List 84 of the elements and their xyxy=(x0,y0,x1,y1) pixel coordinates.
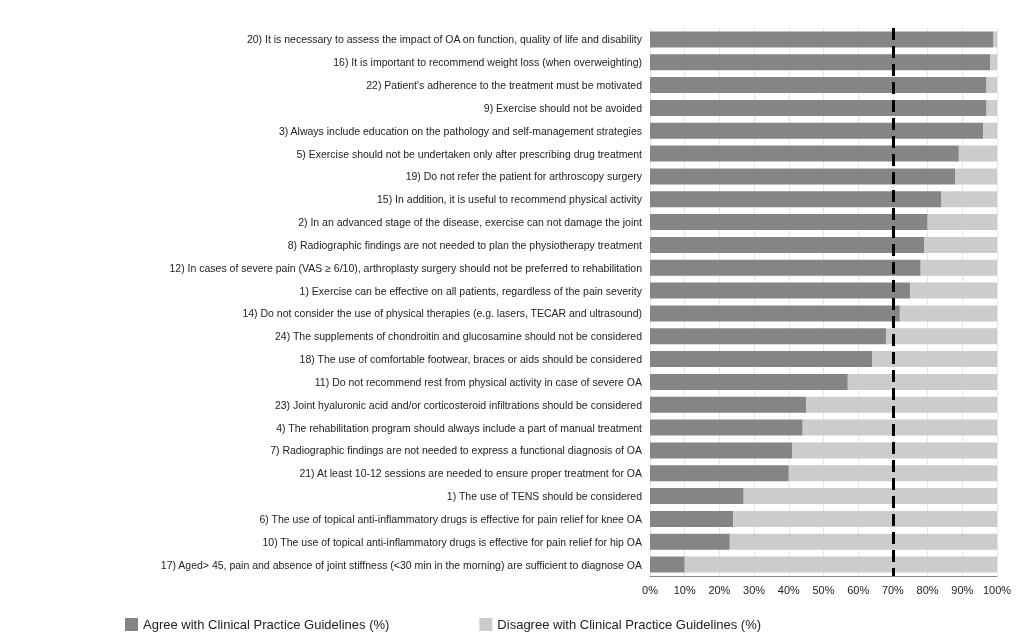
bar xyxy=(986,99,997,116)
y-tick-label: 19) Do not refer the patient for arthroscopy surgery xyxy=(405,170,643,183)
y-tick-label: 11) Do not recommend rest from physical activity in case of severe OA xyxy=(314,375,642,388)
bar xyxy=(650,328,886,345)
y-tick-label: 22) Patient's adherence to the treatment must be motivated xyxy=(366,79,643,92)
bar xyxy=(872,351,997,368)
bar xyxy=(802,419,997,436)
y-tick-label: 5) Exercise should not be undertaken only after prescribing drug treatment xyxy=(296,147,643,160)
bar xyxy=(650,77,987,94)
y-tick-label: 9) Exercise should not be avoided xyxy=(483,101,643,114)
y-tick-label: 1) Exercise can be effective on all patients, regardless of the pain severity xyxy=(299,284,643,297)
bar xyxy=(650,214,928,231)
bar xyxy=(650,442,793,459)
bar xyxy=(650,259,921,276)
bar xyxy=(910,282,997,299)
y-tick-label: 16) It is important to recommend weight loss (when overweighting) xyxy=(333,56,642,69)
x-tick-label: 100% xyxy=(982,583,1012,596)
bar xyxy=(899,305,997,322)
y-tick-label: 21) At least 10-12 sessions are needed to ensure proper treatment for OA xyxy=(299,467,642,480)
bar xyxy=(650,419,803,436)
y-tick-label: 1) The use of TENS should be considered xyxy=(446,490,643,503)
bar xyxy=(955,168,997,185)
bar xyxy=(792,442,997,459)
bar xyxy=(990,54,997,71)
bar xyxy=(650,556,685,573)
bar xyxy=(847,373,997,390)
bar xyxy=(650,533,730,550)
x-tick-label: 40% xyxy=(777,583,801,596)
bar xyxy=(983,122,997,139)
bar xyxy=(941,191,997,208)
bar xyxy=(650,305,900,322)
y-tick-label: 17) Aged> 45, pain and absence of joint stiffness (<30 min in the morning) are sufficient to diagnose OA xyxy=(160,558,642,571)
y-tick-label: 3) Always include education on the pathology and self-management strategies xyxy=(278,124,642,137)
x-tick-label: 50% xyxy=(812,583,835,596)
y-tick-label: 18) The use of comfortable footwear, braces or aids should be considered xyxy=(299,353,643,366)
bar xyxy=(885,328,997,345)
bar xyxy=(927,214,997,231)
bar xyxy=(650,54,991,71)
bar xyxy=(650,465,789,482)
bar xyxy=(650,510,734,527)
bar xyxy=(986,77,997,94)
x-tick-label: 70% xyxy=(881,583,905,596)
y-tick-label: 24) The supplements of chondroitin and glucosamine should not be considered xyxy=(275,330,643,343)
bar xyxy=(650,122,984,139)
x-tick-label: 90% xyxy=(951,583,974,596)
x-tick-label: 10% xyxy=(673,583,696,596)
x-tick-label: 0% xyxy=(642,583,659,596)
legend-label: Disagree with Clinical Practice Guidelines (%) xyxy=(497,617,762,632)
y-tick-label: 4) The rehabilitation program should always include a part of manual treatment xyxy=(276,421,643,434)
bar xyxy=(650,373,848,390)
y-tick-label: 14) Do not consider the use of physical therapies (e.g. lasers, TECAR and ultrasound) xyxy=(242,307,642,320)
y-tick-label: 2) In an advanced stage of the disease, exercise can not damage the joint xyxy=(298,216,643,229)
bar xyxy=(733,510,997,527)
bar xyxy=(684,556,997,573)
bar xyxy=(650,236,925,253)
bar xyxy=(958,145,997,162)
y-tick-label: 8) Radiographic findings are not needed to plan the physiotherapy treatment xyxy=(287,238,643,251)
y-tick-label: 10) The use of topical anti-inflammatory drugs is effective for pain relief for hip OA xyxy=(262,535,642,548)
bar xyxy=(650,191,942,208)
y-tick-label: 12) In cases of severe pain (VAS ≥ 6/10), arthroplasty surgery should not be preferred to rehabilitation xyxy=(169,261,643,274)
x-tick-label: 60% xyxy=(847,583,870,596)
bar xyxy=(650,396,807,413)
bar xyxy=(920,259,997,276)
bar xyxy=(924,236,997,253)
bar xyxy=(788,465,997,482)
bar xyxy=(806,396,997,413)
bar xyxy=(743,488,997,505)
y-tick-label: 6) The use of topical anti-inflammatory drugs is effective for pain relief for knee OA xyxy=(259,512,642,525)
x-tick-label: 30% xyxy=(743,583,766,596)
y-tick-label: 23) Joint hyaluronic acid and/or corticosteroid infiltrations should be considered xyxy=(274,398,643,411)
bar xyxy=(650,99,987,116)
bar xyxy=(650,31,994,48)
y-tick-label: 7) Radiographic findings are not needed to express a functional diagnosis of OA xyxy=(270,444,642,457)
bar xyxy=(650,145,959,162)
bar xyxy=(650,351,873,368)
bar xyxy=(650,488,744,505)
y-tick-label: 20) It is necessary to assess the impact of OA on function, quality of life and disability xyxy=(246,33,643,46)
bar xyxy=(729,533,997,550)
bar xyxy=(650,282,911,299)
x-tick-label: 20% xyxy=(708,583,731,596)
x-tick-label: 80% xyxy=(916,583,939,596)
y-tick-label: 15) In addition, it is useful to recommend physical activity xyxy=(377,193,643,206)
legend-label: Agree with Clinical Practice Guidelines (%) xyxy=(143,617,390,632)
bar xyxy=(650,168,956,185)
